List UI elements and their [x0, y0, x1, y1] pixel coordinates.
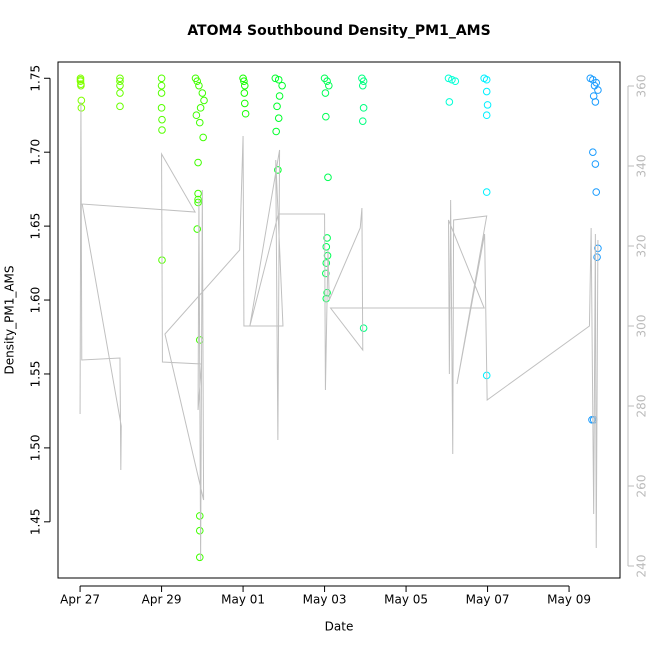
y-tick-label: 1.45 [29, 508, 43, 535]
y2-tick-label: 320 [635, 235, 649, 258]
y2-tick-label: 260 [635, 475, 649, 498]
y2-tick-label: 340 [635, 155, 649, 178]
data-point [195, 118, 204, 127]
x-tick-label: May 05 [384, 593, 428, 607]
data-point [324, 173, 332, 182]
data-point [158, 126, 166, 134]
data-point [158, 115, 166, 124]
data-point [116, 77, 124, 86]
data-point [322, 259, 331, 267]
data-point [198, 89, 207, 97]
data-point [239, 74, 247, 83]
data-point [193, 77, 202, 86]
y2-tick-label: 280 [635, 395, 649, 418]
y-tick-label: 1.75 [29, 65, 43, 92]
data-point [241, 109, 250, 118]
x-tick-label: Apr 27 [60, 593, 100, 607]
y2-tick-label: 360 [635, 75, 649, 98]
y2-tick-label: 240 [635, 555, 649, 578]
y-tick-label: 1.50 [29, 435, 43, 462]
plot-box [57, 61, 621, 579]
data-point [116, 102, 124, 111]
data-point [116, 74, 124, 83]
data-point [448, 75, 456, 84]
data-point [483, 101, 492, 109]
data-point [193, 225, 202, 233]
x-tick-label: May 03 [303, 593, 347, 607]
data-point [194, 198, 202, 207]
data-point [274, 166, 282, 174]
data-point [157, 104, 166, 112]
data-point [196, 104, 205, 112]
data-point [444, 74, 453, 83]
data-point [273, 102, 281, 111]
data-point [157, 81, 166, 90]
y2-tick-label: 300 [635, 315, 649, 338]
y-tick-label: 1.70 [29, 139, 43, 166]
data-point [195, 526, 204, 535]
data-point [482, 111, 491, 120]
data-point [274, 75, 283, 84]
data-point [200, 96, 208, 105]
data-point [358, 117, 367, 125]
data-point [76, 77, 85, 86]
data-point [274, 114, 283, 122]
y-tick-label: 1.65 [29, 213, 43, 240]
data-point [482, 87, 491, 96]
data-point [195, 553, 204, 562]
data-point [322, 269, 330, 278]
data-point [445, 98, 454, 106]
data-point [271, 74, 280, 83]
y-axis-label: Density_PM1_AMS [3, 265, 17, 374]
data-point [359, 104, 368, 112]
data-point [240, 77, 248, 86]
data-point [272, 127, 280, 136]
data-point [323, 77, 331, 86]
data-point [195, 512, 204, 520]
data-point [194, 158, 202, 167]
data-point [240, 81, 249, 90]
x-tick-label: Apr 29 [142, 593, 182, 607]
data-point [591, 98, 600, 106]
data-point [77, 81, 85, 90]
x-tick-label: May 01 [221, 593, 265, 607]
data-point [157, 74, 166, 83]
data-point [359, 77, 368, 86]
data-point [592, 188, 601, 196]
x-tick-label: May 09 [547, 593, 591, 607]
data-point [195, 81, 203, 90]
data-point [240, 99, 249, 108]
x-axis-label: Date [325, 620, 354, 634]
data-point [321, 89, 330, 97]
data-point [323, 234, 331, 242]
data-point [482, 75, 491, 84]
y-tick-label: 1.60 [29, 287, 43, 314]
data-point [322, 243, 331, 251]
data-point [275, 92, 284, 100]
y-tick-label: 1.55 [29, 361, 43, 388]
data-point [591, 160, 600, 168]
data-point [194, 195, 202, 204]
data-line [79, 101, 599, 561]
chart-title: ATOM4 Southbound Density_PM1_AMS [187, 23, 490, 39]
data-point [278, 81, 286, 90]
data-point [116, 81, 124, 90]
data-point [594, 86, 602, 94]
x-tick-label: May 07 [466, 593, 510, 607]
data-point [240, 89, 249, 97]
data-point [194, 189, 202, 198]
data-point [325, 81, 333, 90]
data-point [192, 111, 201, 120]
data-point [589, 148, 597, 156]
data-point [451, 77, 460, 86]
data-point [157, 89, 166, 97]
data-point [358, 81, 367, 90]
data-point [322, 112, 330, 121]
data-point [199, 133, 207, 142]
data-point [593, 253, 601, 261]
data-point [359, 324, 368, 332]
data-point [482, 188, 491, 196]
data-point [116, 89, 124, 97]
